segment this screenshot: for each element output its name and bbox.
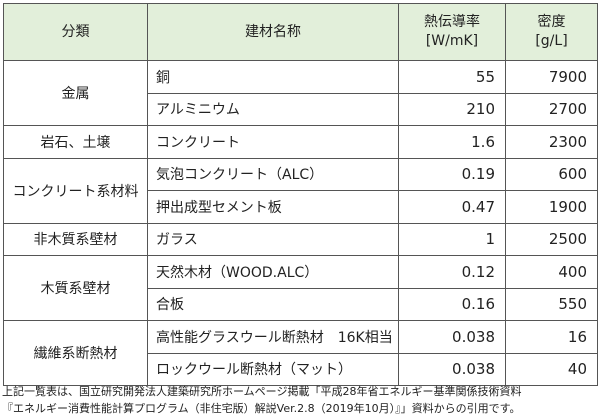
header-text: 密度 <box>537 14 566 30</box>
material-name: ガラス <box>147 222 399 256</box>
density: 2300 <box>505 125 598 159</box>
header-text: [W/mK] <box>425 33 479 49</box>
density: 2700 <box>505 92 598 126</box>
material-name: 合板 <box>147 287 399 321</box>
header-text: 建材名称 <box>245 23 301 40</box>
density: 7900 <box>505 60 598 94</box>
conductivity: 55 <box>398 60 506 94</box>
conductivity: 0.038 <box>398 352 506 386</box>
table-row: 押出成型セメント板 0.47 1900 <box>4 190 598 224</box>
header-text: 分類 <box>61 23 90 40</box>
density: 40 <box>505 352 598 386</box>
header-text: [g/L] <box>535 33 568 49</box>
density: 550 <box>505 287 598 321</box>
table-body: 金属銅 55 7900 アルミニウム 210 2700 岩石、土壌 コンクリート 1.6 2300… <box>3 60 598 386</box>
category-cell: 金属 <box>3 60 148 126</box>
category-cell: 木質系壁材 <box>3 255 148 321</box>
category-cell: 繊維系断熱材 <box>3 320 148 386</box>
material-name: 天然木材（WOOD.ALC） <box>147 255 399 289</box>
material-table: 分類 建材名称 熱伝導率 [W/mK] 密度 [g/L] 金属銅 55 7900 アルミニウム 2… <box>3 3 598 386</box>
conductivity: 1.6 <box>398 125 506 159</box>
header-row: 分類 建材名称 熱伝導率 [W/mK] 密度 [g/L] <box>3 3 598 61</box>
material-name: 高性能グラスウール断熱材 16K相当 <box>147 320 399 354</box>
material-name: 気泡コンクリート（ALC） <box>147 157 399 191</box>
header-text: 熱伝導率 <box>424 14 480 30</box>
table-row: アルミニウム 210 2700 <box>4 92 598 126</box>
material-name: ロックウール断熱材（マット） <box>147 352 399 386</box>
material-name: 押出成型セメント板 <box>147 190 399 224</box>
footer-note: 上記一覧表は、国立研究開発法人建築研究所ホームページ掲載「平成28年省エネルギー… <box>2 383 521 417</box>
table-row: ロックウール断熱材（マット） 0.038 40 <box>4 352 598 386</box>
header-cell: 熱伝導率 [W/mK] <box>398 3 506 61</box>
table-row: 合板 0.16 550 <box>4 287 598 321</box>
density: 2500 <box>505 222 598 256</box>
material-name: 銅 <box>147 60 399 94</box>
conductivity: 0.19 <box>398 157 506 191</box>
category-cell: 非木質系壁材 <box>3 222 148 256</box>
table-row: 金属銅 55 7900 <box>3 60 598 126</box>
header-cell: 建材名称 <box>147 3 399 61</box>
conductivity: 0.12 <box>398 255 506 289</box>
header-cell: 分類 <box>3 3 148 61</box>
density: 600 <box>505 157 598 191</box>
header-cell: 密度 [g/L] <box>505 3 598 61</box>
density: 16 <box>505 320 598 354</box>
table-row: 繊維系断熱材 高性能グラスウール断熱材 16K相当 0.038 16 <box>3 320 598 386</box>
material-name: コンクリート <box>147 125 399 159</box>
footer-line: 『エネルギー消費性能計算プログラム（非住宅版）解説Ver.2.8（2019年10… <box>2 402 521 415</box>
category-cell: コンクリート系材料 <box>3 157 148 224</box>
table-row: 非木質系壁材 ガラス 1 2500 <box>3 222 598 256</box>
material-name: アルミニウム <box>147 92 399 126</box>
table-row: コンクリート系材料 気泡コンクリート（ALC） 0.19 600 <box>3 157 598 224</box>
conductivity: 0.47 <box>398 190 506 224</box>
category-cell: 岩石、土壌 <box>3 125 148 159</box>
conductivity: 210 <box>398 92 506 126</box>
conductivity: 0.16 <box>398 287 506 321</box>
footer-line: 上記一覧表は、国立研究開発法人建築研究所ホームページ掲載「平成28年省エネルギー… <box>2 385 522 398</box>
conductivity: 0.038 <box>398 320 506 354</box>
density: 400 <box>505 255 598 289</box>
conductivity: 1 <box>398 222 506 256</box>
table-row: 岩石、土壌 コンクリート 1.6 2300 <box>3 125 598 159</box>
density: 1900 <box>505 190 598 224</box>
table-row: 木質系壁材 天然木材（WOOD.ALC） 0.12 400 <box>3 255 598 321</box>
